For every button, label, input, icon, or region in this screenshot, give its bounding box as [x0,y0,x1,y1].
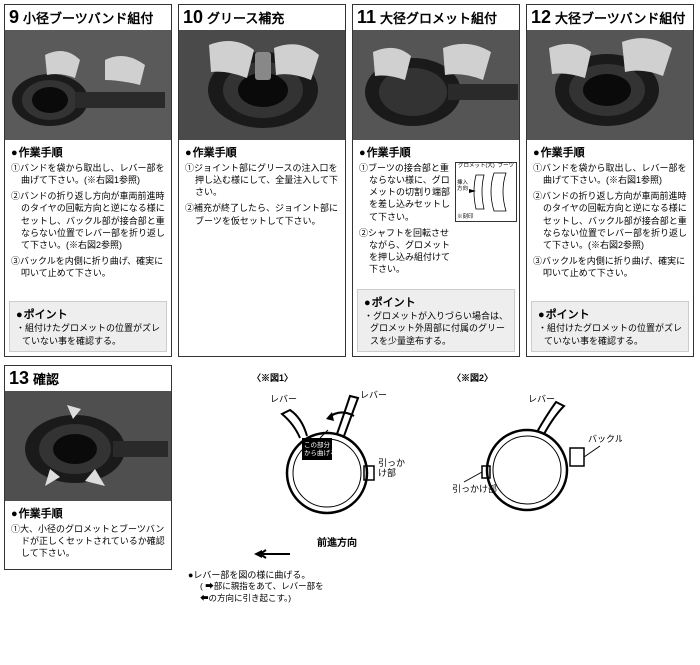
step-header: 9 小径ブーツバンド組付 [5,5,171,30]
step-11: 11 大径グロメット組付 作業手順 ①ブーツの接合部と重ならない様に、グロメット… [352,4,520,357]
step-image [527,30,693,140]
figures-area: 〈※図1〉 レバー [178,365,696,611]
figure-caption: 〈※図1〉 [252,371,422,384]
procedure-list: ①大、小径のグロメットとブーツバンドが正しくセットされているか確認して下さい。 [5,523,171,569]
step-header: 12 大径ブーツバンド組付 [527,5,693,30]
fig-label: レバー [528,394,555,404]
figure-1: 〈※図1〉 レバー [252,371,422,559]
procedure-list: ①バンドを袋から取出し、レバー部を曲げて下さい。(※右図1参照) ②バンドの折り… [527,162,693,289]
fig-label: レバー [360,390,387,400]
svg-text:この部分: この部分 [304,440,331,449]
point-text: ・組付けたグロメットの位置がズレていない事を確認する。 [16,322,160,346]
procedure-item: ③バックルを内側に折り曲げ、確実に叩いて止めて下さい。 [11,255,165,279]
procedure-item: ②シャフトを回転させながら、グロメットを押し込み組付けて下さい。 [359,227,451,276]
fig-note-line: ⬅の方向に引き起こす。) [188,593,686,605]
step-image [5,391,171,501]
step-10: 10 グリース補充 作業手順 ①ジョイント部にグリースの注入口を押し込む様にして… [178,4,346,357]
step-9: 9 小径ブーツバンド組付 作業手順 ①バンドを袋から取出し、レバー部を曲げて下さ… [4,4,172,357]
step-header: 10 グリース補充 [179,5,345,30]
procedure-item: ③バックルを内側に折り曲げ、確実に叩いて止めて下さい。 [533,255,687,279]
fig-label: バックル [588,434,622,444]
procedure-item: ②バンドの折り返し方向が車両前進時のタイヤの回転方向と逆になる様にセットし、バッ… [533,190,687,251]
procedure-label: 作業手順 [5,140,171,162]
procedure-label: 作業手順 [179,140,345,162]
procedure-list: ①バンドを袋から取出し、レバー部を曲げて下さい。(※右図1参照) ②バンドの折り… [5,162,171,289]
procedure-item: ①バンドを袋から取出し、レバー部を曲げて下さい。(※右図1参照) [11,162,165,186]
step-title: 大径ブーツバンド組付 [555,8,685,27]
fig-label: 引っか [378,458,405,468]
figure-2: 〈※図2〉 レバー 引っかけ部 バックル [452,371,622,559]
point-box: ポイント ・組付けたグロメットの位置がズレていない事を確認する。 [531,301,689,351]
direction-label: 前進方向 [252,534,422,559]
step-title: グリース補充 [207,8,284,27]
direction-text: 前進方向 [317,538,357,549]
step-number: 13 [9,368,29,389]
point-label: ポイント [364,294,508,310]
point-text: ・組付けたグロメットの位置がズレていない事を確認する。 [538,322,682,346]
procedure-item: ①バンドを袋から取出し、レバー部を曲げて下さい。(※右図1参照) [533,162,687,186]
procedure-item: ①大、小径のグロメットとブーツバンドが正しくセットされているか確認して下さい。 [11,523,165,559]
procedure-label: 作業手順 [5,501,171,523]
step-number: 10 [183,7,203,28]
bottom-row: 13 確認 作業手順 ①大、小径のグロメットとブーツバンドが正しくセットされてい… [0,361,700,615]
steps-grid: 9 小径ブーツバンド組付 作業手順 ①バンドを袋から取出し、レバー部を曲げて下さ… [0,0,700,361]
inset-diagram: グロメット(大) ブーツ 挿入方向 ※刻印 [455,162,517,222]
step-image [5,30,171,140]
step-12: 12 大径ブーツバンド組付 作業手順 ①バンドを袋から取出し、レバー部を曲げて下… [526,4,694,357]
procedure-list: ①ジョイント部にグリースの注入口を押し込む様にして、全量注入して下さい。 ②補充… [179,162,345,237]
fig-label: け部 [378,467,396,478]
procedure-item: ①ブーツの接合部と重ならない様に、グロメットの切割り端部を差し込みセットして下さ… [359,162,451,223]
svg-text:から曲げる: から曲げる [304,448,337,457]
fig-label: 引っかけ部 [452,483,497,494]
step-number: 9 [9,7,19,28]
step-title: 小径ブーツバンド組付 [23,8,153,27]
step-title: 確認 [33,369,59,388]
step-number: 11 [357,7,376,28]
figure-caption: 〈※図2〉 [452,371,622,384]
point-text: ・グロメットが入りづらい場合は、グロメット外周部に付属のグリースを少量塗布する。 [364,310,508,346]
step-image [353,30,519,140]
procedure-item: ②補充が終了したら、ジョイント部にブーツを仮セットして下さい。 [185,202,339,226]
procedure-item: ①ジョイント部にグリースの注入口を押し込む様にして、全量注入して下さい。 [185,162,339,198]
step-title: 大径グロメット組付 [380,8,497,27]
step-image [179,30,345,140]
point-box: ポイント ・組付けたグロメットの位置がズレていない事を確認する。 [9,301,167,351]
fig-label: レバー [270,394,297,404]
step-number: 12 [531,7,551,28]
step-header: 13 確認 [5,366,171,391]
fig-note-line: ( ➡部に親指をあて、レバー部を [188,581,686,593]
point-label: ポイント [538,306,682,322]
point-box: ポイント ・グロメットが入りづらい場合は、グロメット外周部に付属のグリースを少量… [357,289,515,351]
fig-note-line: ●レバー部を図の様に曲げる。 [188,569,686,582]
step-13: 13 確認 作業手順 ①大、小径のグロメットとブーツバンドが正しくセットされてい… [4,365,172,570]
procedure-label: 作業手順 [353,140,519,162]
figure-notes: ●レバー部を図の様に曲げる。 ( ➡部に親指をあて、レバー部を ⬅の方向に引き起… [188,569,686,605]
step-header: 11 大径グロメット組付 [353,5,519,30]
point-label: ポイント [16,306,160,322]
procedure-item: ②バンドの折り返し方向が車両前進時のタイヤの回転方向と逆になる様にセットし、バッ… [11,190,165,251]
procedure-label: 作業手順 [527,140,693,162]
